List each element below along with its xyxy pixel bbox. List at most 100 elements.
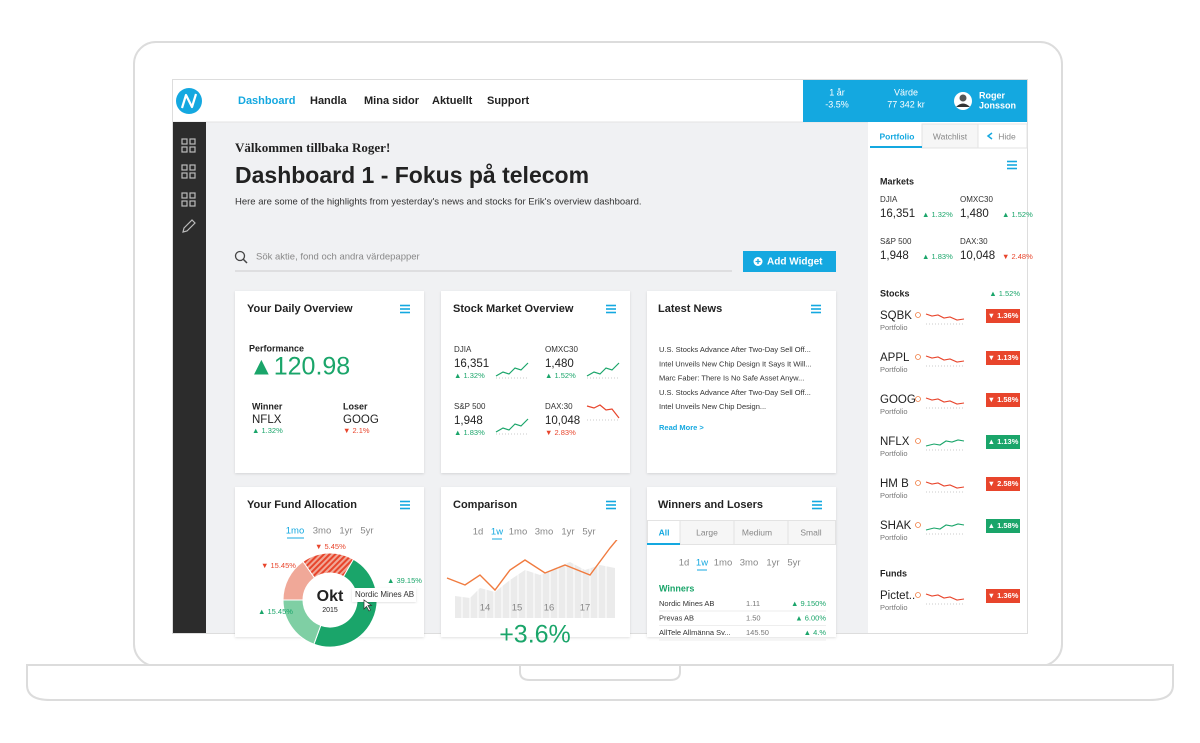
plus-sign (755, 259, 761, 264)
period-tab[interactable]: 1yr (561, 527, 574, 538)
change: ▲ 1.52% (1002, 210, 1033, 219)
sparkline (925, 439, 965, 447)
nav-item[interactable]: Support (487, 95, 529, 107)
panel-tab[interactable]: Watchlist (933, 131, 968, 141)
period-change: -3.5% (825, 99, 849, 109)
news-item[interactable]: Intel Unveils New Chip Design It Says It… (659, 359, 812, 368)
donut-center (304, 574, 356, 626)
stock-sub: Portfolio (880, 533, 908, 542)
x-label: 17 (580, 603, 591, 614)
stock-name: Prevas AB (659, 613, 694, 622)
stock-sub: Portfolio (880, 407, 908, 416)
size-tab[interactable]: Medium (742, 527, 772, 537)
read-more[interactable]: Read More > (659, 423, 704, 432)
badge-text: ▼ 1.13% (988, 353, 1019, 362)
pencil-icon[interactable] (182, 219, 196, 233)
panel-tab[interactable]: Hide (998, 131, 1016, 141)
period-tab[interactable]: 1mo (714, 558, 732, 569)
card-title: Your Daily Overview (247, 303, 353, 315)
stock-sub: Portfolio (880, 491, 908, 500)
size-tab[interactable]: Large (696, 527, 718, 537)
stock-sub: Portfolio (880, 603, 908, 612)
sparkline (586, 362, 620, 377)
account-block[interactable] (803, 80, 1027, 122)
card-title: Winners and Losers (658, 499, 763, 511)
period-tab[interactable]: 3mo (313, 526, 331, 537)
tooltip (352, 588, 416, 602)
price: 145.50 (746, 628, 769, 637)
period-tab[interactable]: 1mo (509, 527, 527, 538)
sparkline (925, 481, 965, 489)
stock-name[interactable]: GOOG (880, 394, 916, 406)
tab-watchlist[interactable] (921, 123, 979, 149)
index-value: 10,048 (545, 415, 580, 427)
search-placeholder[interactable]: Sök aktie, fond och andra värdepapper (256, 252, 420, 263)
button-label[interactable]: Add Widget (767, 257, 823, 268)
period-tab[interactable]: 5yr (787, 558, 800, 569)
period-tab[interactable]: 1mo (286, 526, 304, 537)
market-name: OMXC30 (960, 195, 993, 204)
stock-name: Nordic Mines AB (659, 599, 714, 608)
badge (986, 435, 1020, 449)
grid-icon[interactable] (181, 192, 196, 207)
news-item[interactable]: U.S. Stocks Advance After Two-Day Sell O… (659, 388, 811, 397)
period-tab[interactable]: 1yr (339, 526, 352, 537)
period-tab[interactable]: 5yr (582, 527, 595, 538)
badge (986, 477, 1020, 491)
index-name: DAX:30 (545, 402, 573, 411)
sidebar-icons (181, 138, 196, 233)
period-tab[interactable]: 1d (679, 558, 690, 569)
size-tab[interactable]: Small (800, 527, 821, 537)
stock-name[interactable]: HM B (880, 478, 909, 490)
period-tab[interactable]: 3mo (535, 527, 553, 538)
period-tab[interactable]: 1d (473, 527, 484, 538)
performance-value: ▲120.98 (249, 353, 350, 381)
nav-item[interactable]: Aktuellt (432, 95, 473, 107)
period-tab[interactable]: 3mo (740, 558, 758, 569)
nav-item[interactable]: Handla (310, 95, 348, 107)
section-title: Stocks (880, 288, 910, 298)
change: ▲ 1.52% (545, 371, 576, 380)
panel-tab[interactable]: Portfolio (880, 131, 915, 141)
sparkline (586, 404, 620, 419)
period-tab[interactable]: 1w (696, 558, 708, 569)
period-tab[interactable]: 1yr (766, 558, 779, 569)
news-item[interactable]: Marc Faber: There Is No Safe Asset Anyw.… (659, 374, 804, 383)
winner: NFLX (252, 414, 282, 426)
stock-name[interactable]: NFLX (880, 436, 910, 448)
change: ▼ 2.83% (545, 428, 576, 437)
grid-icon[interactable] (181, 138, 196, 153)
nav-item[interactable]: Dashboard (238, 95, 295, 107)
stock-name[interactable]: SQBK (880, 310, 912, 322)
tab-dividers (679, 521, 789, 544)
laptop-notch (519, 666, 681, 681)
period-tab[interactable]: 1w (491, 527, 503, 538)
loser: GOOG (343, 414, 379, 426)
card-title: Stock Market Overview (453, 303, 574, 315)
change: ▲ 1.32% (454, 371, 485, 380)
badge-text: ▼ 1.36% (988, 591, 1019, 600)
period-tab[interactable]: 5yr (360, 526, 373, 537)
stock-name[interactable]: Pictet.. (880, 590, 915, 602)
sparkline (925, 313, 965, 321)
market-name: DAX:30 (960, 237, 988, 246)
stock-name[interactable]: SHAK (880, 520, 912, 532)
tab-hide[interactable] (977, 123, 1028, 149)
add-widget-button[interactable] (743, 251, 836, 272)
sparkline (495, 418, 529, 433)
grid-icon[interactable] (181, 164, 196, 179)
stock-sub: Portfolio (880, 365, 908, 374)
index-value: 1,948 (454, 415, 483, 427)
comparison-change: +3.6% (499, 621, 571, 649)
right-panel (868, 122, 1027, 633)
news-item[interactable]: U.S. Stocks Advance After Two-Day Sell O… (659, 345, 811, 354)
section-title: Markets (880, 176, 914, 186)
nav-item[interactable]: Mina sidor (364, 95, 420, 107)
allocation-label: ▼ 5.45% (315, 542, 346, 551)
stock-name[interactable]: APPL (880, 352, 910, 364)
badge-text: ▲ 1.58% (988, 521, 1019, 530)
size-tab[interactable]: All (659, 527, 670, 537)
badge (986, 393, 1020, 407)
avatar-head (959, 94, 967, 102)
news-item[interactable]: Intel Unveils New Chip Design... (659, 402, 766, 411)
